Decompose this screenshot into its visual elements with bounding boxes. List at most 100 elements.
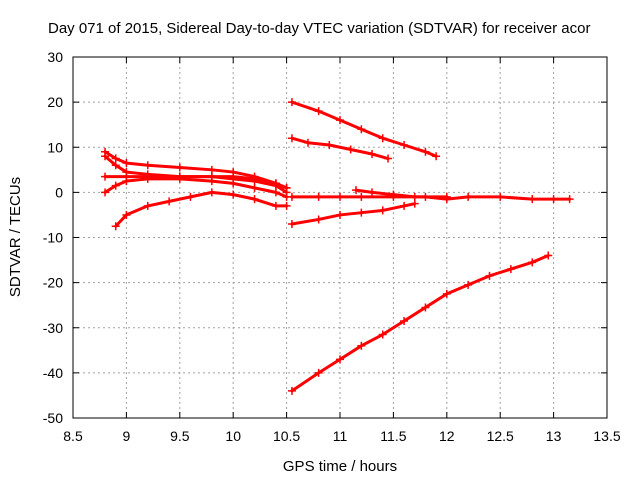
data-point [314,192,323,201]
data-point [287,192,296,201]
data-point [544,251,553,260]
x-axis-label: GPS time / hours [283,458,397,475]
data-point [400,140,409,149]
x-tick-label: 13 [546,428,562,444]
data-point [352,186,361,195]
data-point [314,368,323,377]
y-tick-label: 0 [55,184,63,200]
data-point [314,215,323,224]
series-line [114,190,289,228]
data-point [400,201,409,210]
x-tick-label: 10 [225,428,241,444]
data-point [143,161,152,170]
series-line [290,136,390,161]
data-point [111,161,120,170]
x-tick-label: 8.5 [63,428,83,444]
data-point [101,152,110,161]
y-tick-label: 30 [47,49,63,65]
data-point [410,192,419,201]
series-s7 [287,134,393,163]
data-point [336,210,344,219]
data-point [368,150,377,159]
data-point [336,192,344,201]
data-point [250,174,259,183]
y-axis-label: SDTVAR / TECUs [7,177,24,297]
data-point [378,330,387,339]
data-point [207,165,216,174]
data-point [250,195,259,204]
data-point [271,201,280,210]
data-point [400,316,409,325]
data-point [282,183,291,192]
chart-title: Day 071 of 2015, Sidereal Day-to-day VTE… [48,20,590,37]
series-line [103,177,289,199]
data-point [111,222,120,231]
axis-ticks: 8.5 9 9.5 10 10.5 11 11.5 12 12.5 13 13.5 -50 -40 -30… [43,49,621,444]
x-tick-label: 9.5 [170,428,190,444]
data-point [143,174,152,183]
series-line [103,154,289,194]
data-series [101,98,574,395]
data-point [346,145,355,154]
data-point [389,190,398,199]
series-line [290,202,417,226]
data-point [165,197,174,206]
data-point [111,181,120,190]
data-point [186,192,195,201]
data-point [314,107,323,116]
data-point [175,174,184,183]
x-tick-label: 11.5 [380,428,406,444]
data-point [287,134,296,143]
grid-lines [73,57,607,418]
data-point [303,138,312,147]
data-point [357,208,366,217]
data-point [325,140,334,149]
x-tick-label: 12 [439,428,455,444]
data-point [101,188,110,197]
data-point [432,152,441,161]
x-tick-label: 10.5 [273,428,300,444]
series-s11 [287,251,553,395]
data-point [175,163,184,172]
x-tick-label: 11 [333,428,348,444]
data-point [464,280,473,289]
x-tick-label: 13.5 [593,428,620,444]
data-point [101,172,110,181]
data-point [528,195,537,204]
series-s1 [101,147,291,192]
data-point [336,116,344,125]
data-point [506,265,515,274]
x-tick-label: 12.5 [487,428,514,444]
x-tick-label: 9 [123,428,131,444]
data-point [485,271,494,280]
data-point [496,192,505,201]
data-point [549,195,558,204]
data-point [287,386,296,395]
data-point [464,192,473,201]
data-point [143,201,152,210]
data-point [357,125,366,134]
data-point [287,98,296,107]
data-point [442,192,451,201]
series-s10 [287,199,419,228]
data-point [229,190,238,199]
data-point [122,159,131,168]
series-line [290,254,550,393]
y-tick-label: -40 [43,365,63,381]
data-point [229,172,238,181]
data-point [421,303,430,312]
data-point [250,183,259,192]
data-point [410,199,419,208]
data-point [207,177,216,186]
data-point [357,192,366,201]
data-point [122,177,131,186]
y-tick-label: 10 [47,139,63,155]
series-s6 [287,98,441,161]
series-s5 [111,188,291,231]
data-point [384,154,393,163]
data-point [282,201,291,210]
data-point [287,219,296,228]
data-point [111,154,120,163]
data-point [528,258,537,267]
